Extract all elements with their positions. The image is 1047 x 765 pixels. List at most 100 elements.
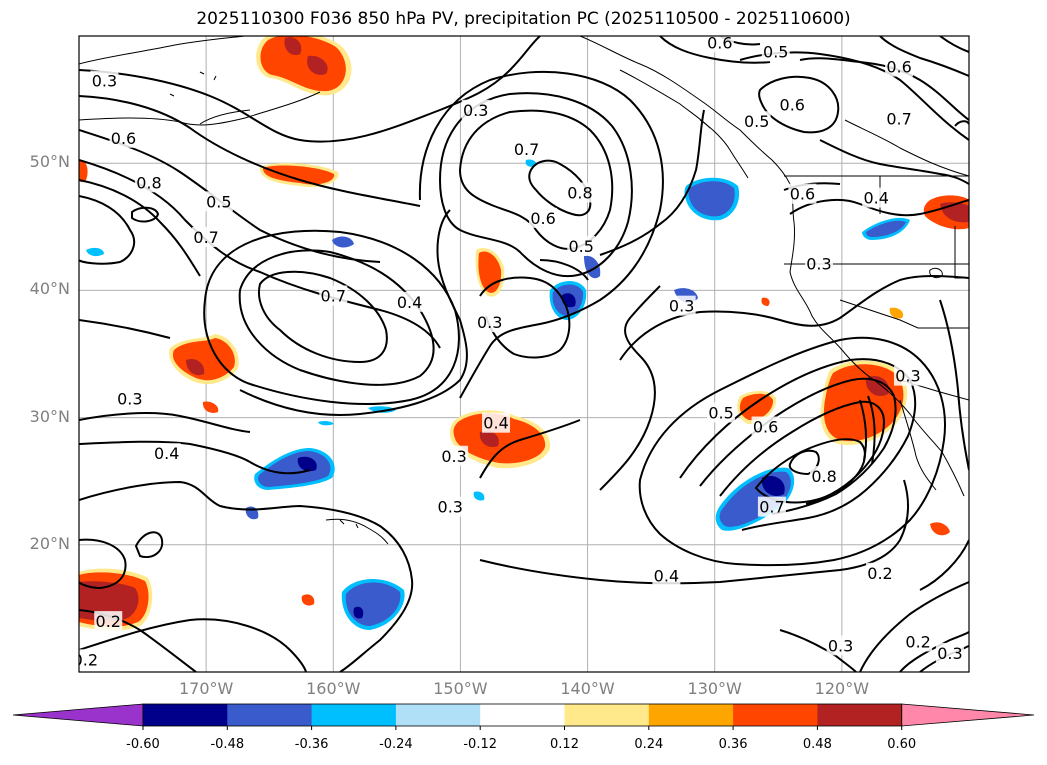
contour-label-background xyxy=(109,127,138,148)
colorbar-bin xyxy=(817,704,903,726)
contour-label-background xyxy=(395,291,424,312)
contour-label-background xyxy=(788,183,817,204)
contour-label: 0.3 xyxy=(806,255,831,274)
positive-precip-area xyxy=(256,36,352,96)
contour-label-background xyxy=(904,631,933,652)
coastlines xyxy=(79,36,969,545)
contour-label: 0.7 xyxy=(514,140,539,159)
colorbar-tick-label: 0.24 xyxy=(634,737,664,752)
contour-label: 0.3 xyxy=(828,636,853,655)
longitude-label: 140°W xyxy=(560,679,615,698)
longitude-label: 170°W xyxy=(178,679,234,698)
contour-label-background xyxy=(319,285,348,306)
contour-label-background xyxy=(152,443,181,464)
contour-label-background xyxy=(204,191,233,212)
negative-precip-area xyxy=(862,217,910,240)
contour-label: 0.4 xyxy=(863,189,888,208)
contour-label: 0.6 xyxy=(530,209,555,228)
contour-label: 0.5 xyxy=(744,112,769,131)
contour-label: 0.4 xyxy=(654,566,679,585)
contour-label: 0.8 xyxy=(811,467,836,486)
negative-precip-area xyxy=(715,467,795,531)
contour-label: 0.3 xyxy=(477,313,502,332)
positive-precip-area xyxy=(301,297,950,606)
positive-precip-area xyxy=(449,410,551,469)
contour-label: 0.5 xyxy=(708,404,733,423)
contour-label: 0.3 xyxy=(117,390,142,409)
colorbar-bin xyxy=(395,704,481,726)
contour-label: 0.3 xyxy=(438,498,463,517)
map-title: 2025110300 F036 850 hPa PV, precipitatio… xyxy=(196,9,851,29)
contour-label-background xyxy=(742,111,771,132)
contour-label-background xyxy=(862,187,891,208)
contour-label-background xyxy=(667,295,696,316)
colorbar-tick-label: 0.36 xyxy=(718,737,748,752)
colorbar-tick-label: 0.48 xyxy=(802,737,832,752)
contour-label: 0.6 xyxy=(707,33,732,52)
contour-label: 0.6 xyxy=(790,185,815,204)
negative-precip-area xyxy=(684,177,740,221)
longitude-label: 150°W xyxy=(433,679,488,698)
colorbar-bin xyxy=(227,704,313,726)
contour-label-background xyxy=(79,649,100,670)
gridlines xyxy=(79,36,969,672)
colorbar-bin xyxy=(311,704,397,726)
pv-contours xyxy=(79,36,969,672)
contour-label: 0.3 xyxy=(937,644,962,663)
contour-label-background xyxy=(652,565,681,586)
contour-label-background xyxy=(707,402,736,423)
negative-precip-area xyxy=(341,578,405,630)
contour-label: 0.4 xyxy=(397,293,422,312)
latitude-label: 40°N xyxy=(29,279,70,299)
contour-labels: 0.3 0.6 0.8 0.5 0.7 0.7 0.4 0.3 0.7 0.8 0.6 0.5 0.3 0… xyxy=(79,33,964,670)
contour-label: 0.5 xyxy=(568,237,593,256)
colorbar-min-arrow xyxy=(12,703,144,727)
colorbar-bin xyxy=(143,704,228,726)
colorbar-tick-label: 0.12 xyxy=(550,737,579,752)
contour-label-background xyxy=(90,70,119,91)
contour-label-background xyxy=(94,611,123,632)
contour-label: 0.4 xyxy=(154,444,179,463)
contour-label: 0.3 xyxy=(441,447,466,466)
contour-label: 0.8 xyxy=(567,183,592,202)
contour-label: 0.2 xyxy=(867,564,892,583)
contour-label-background xyxy=(461,99,490,120)
contour-label-background xyxy=(436,496,465,517)
longitude-label: 160°W xyxy=(306,679,361,698)
contour-label: 0.7 xyxy=(886,110,911,129)
contour-label: 0.2 xyxy=(96,612,121,631)
contour-label: 0.2 xyxy=(905,632,930,651)
positive-precip-area xyxy=(79,159,88,183)
colorbar-max-arrow xyxy=(901,703,1035,727)
contour-label-background xyxy=(885,56,914,77)
colorbar-bin xyxy=(648,704,734,726)
contour-label-background xyxy=(705,36,734,53)
colorbar-tick-label: -0.12 xyxy=(463,737,497,752)
contour-label-background xyxy=(866,562,894,583)
contour-label-background xyxy=(565,182,594,203)
plot-frame xyxy=(78,35,970,673)
colorbar-tick-label: -0.48 xyxy=(210,737,245,752)
contour-label-background xyxy=(778,94,807,115)
contour-label: 0.7 xyxy=(759,498,784,517)
colorbar-tick-label: 0.60 xyxy=(887,737,917,752)
contour-label: 0.5 xyxy=(206,192,231,211)
contour-label: 0.6 xyxy=(111,129,136,148)
negative-precip-area xyxy=(254,448,335,490)
positive-precip-area xyxy=(737,391,777,425)
contour-label-background xyxy=(893,365,922,386)
colorbar-bin xyxy=(480,704,565,726)
contour-label-background xyxy=(751,416,780,437)
contour-label: 0.6 xyxy=(753,418,778,437)
contour-label-background xyxy=(512,139,541,160)
colorbar-tick-label: -0.24 xyxy=(379,737,413,752)
contour-label-background xyxy=(115,388,144,409)
colorbar-frame xyxy=(142,703,903,727)
contour-label-background xyxy=(482,412,511,433)
longitude-label: 130°W xyxy=(687,679,742,698)
contour-label-background xyxy=(885,108,914,129)
contour-label: 0.8 xyxy=(136,173,161,192)
colorbar-bin xyxy=(564,704,650,726)
latitude-label: 20°N xyxy=(29,533,70,553)
